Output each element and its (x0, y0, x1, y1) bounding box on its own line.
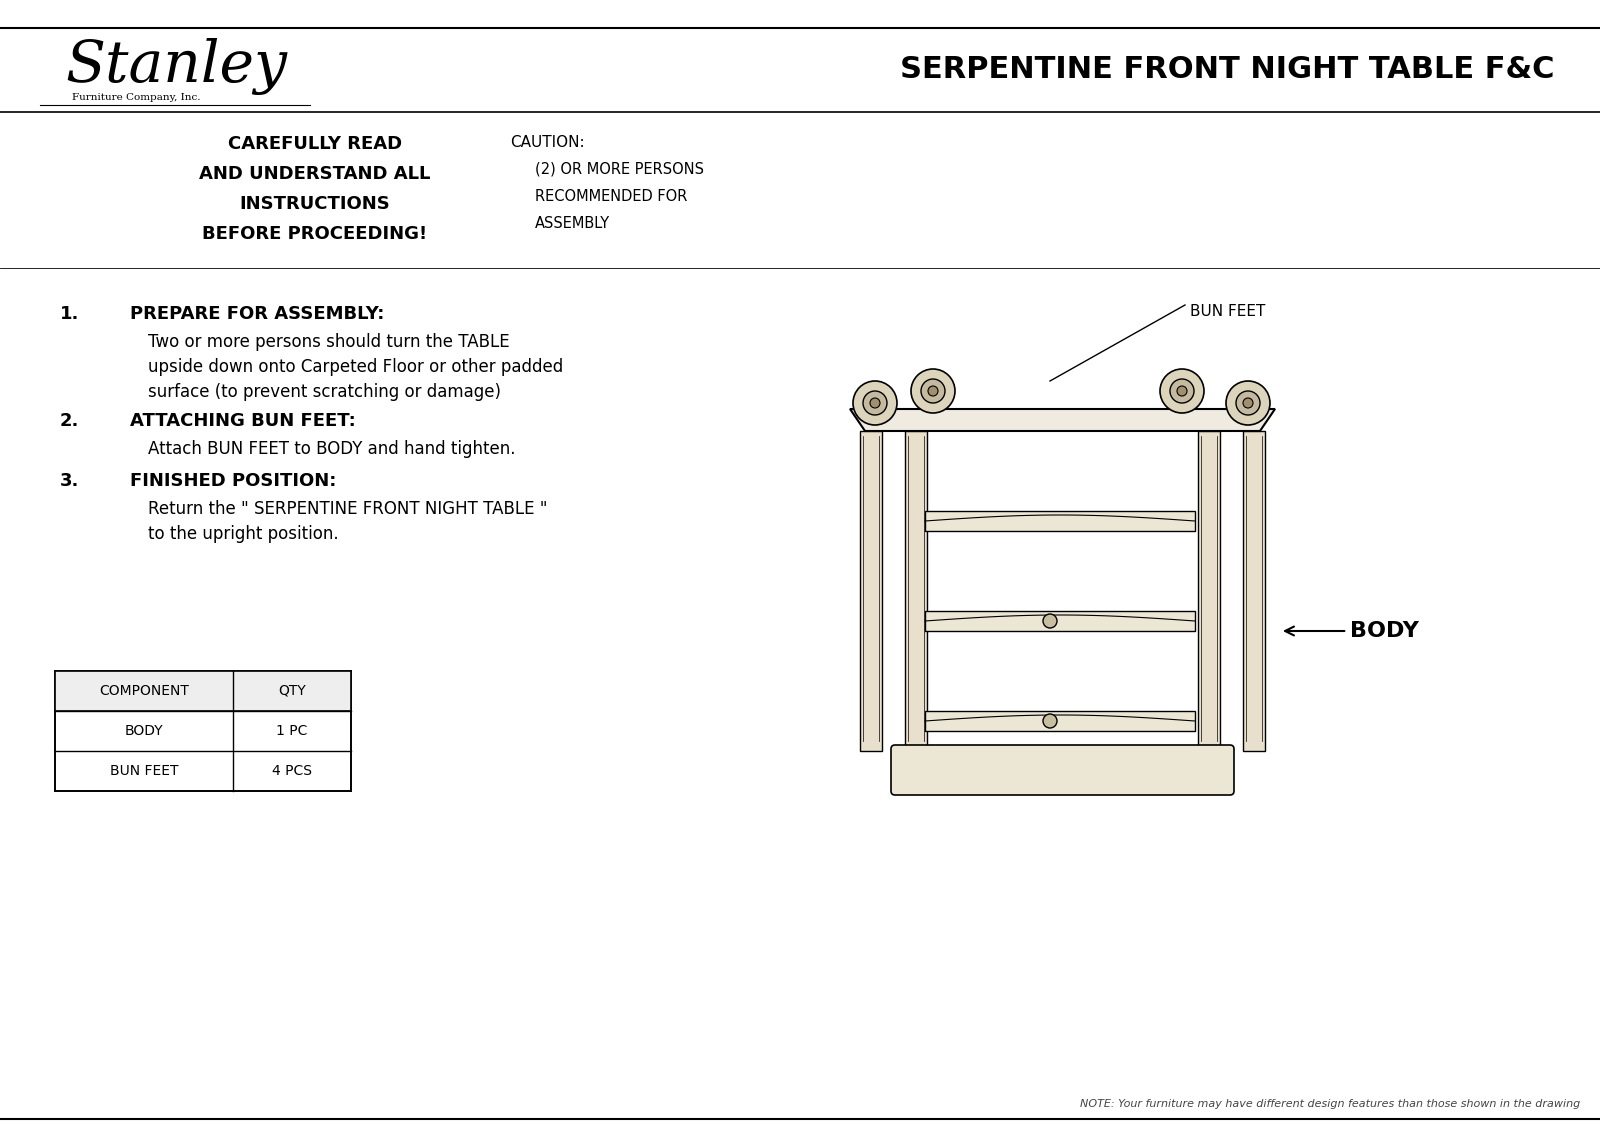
Text: upside down onto Carpeted Floor or other padded: upside down onto Carpeted Floor or other… (147, 359, 563, 375)
Circle shape (1243, 398, 1253, 408)
Circle shape (870, 398, 880, 408)
Circle shape (1170, 379, 1194, 403)
Bar (925, 611, 1195, 631)
Text: ATTACHING BUN FEET:: ATTACHING BUN FEET: (130, 412, 355, 430)
Text: Return the " SERPENTINE FRONT NIGHT TABLE ": Return the " SERPENTINE FRONT NIGHT TABL… (147, 500, 547, 518)
Bar (925, 511, 1195, 530)
Text: FINISHED POSITION:: FINISHED POSITION: (130, 472, 336, 490)
Circle shape (1178, 386, 1187, 396)
Circle shape (853, 381, 898, 425)
Text: INSTRUCTIONS: INSTRUCTIONS (240, 195, 390, 213)
Circle shape (862, 391, 886, 415)
Text: BODY: BODY (125, 724, 163, 739)
Text: RECOMMENDED FOR: RECOMMENDED FOR (534, 189, 688, 204)
Circle shape (1043, 614, 1058, 628)
Text: ASSEMBLY: ASSEMBLY (534, 216, 610, 231)
Text: 1.: 1. (61, 305, 80, 323)
Text: Stanley: Stanley (66, 38, 286, 95)
Text: (2) OR MORE PERSONS: (2) OR MORE PERSONS (534, 162, 704, 176)
Text: NOTE: Your furniture may have different design features than those shown in the : NOTE: Your furniture may have different … (1080, 1099, 1581, 1110)
Text: BUN FEET: BUN FEET (110, 765, 178, 778)
Text: Two or more persons should turn the TABLE: Two or more persons should turn the TABL… (147, 333, 510, 351)
Text: PREPARE FOR ASSEMBLY:: PREPARE FOR ASSEMBLY: (130, 305, 384, 323)
Bar (1243, 431, 1266, 751)
Text: 4 PCS: 4 PCS (272, 765, 312, 778)
Circle shape (922, 379, 946, 403)
Circle shape (1043, 714, 1058, 728)
Text: surface (to prevent scratching or damage): surface (to prevent scratching or damage… (147, 383, 501, 402)
Text: SERPENTINE FRONT NIGHT TABLE F&C: SERPENTINE FRONT NIGHT TABLE F&C (901, 55, 1555, 84)
Text: CAUTION:: CAUTION: (510, 135, 584, 150)
Bar (861, 431, 882, 751)
Text: Attach BUN FEET to BODY and hand tighten.: Attach BUN FEET to BODY and hand tighten… (147, 440, 515, 458)
Circle shape (1226, 381, 1270, 425)
Bar (54, 671, 350, 711)
Text: 1 PC: 1 PC (277, 724, 307, 739)
Circle shape (928, 386, 938, 396)
Text: 3.: 3. (61, 472, 80, 490)
Circle shape (1160, 369, 1205, 413)
Text: BODY: BODY (1285, 621, 1419, 641)
Text: BUN FEET: BUN FEET (1190, 303, 1266, 319)
Text: QTY: QTY (278, 684, 306, 698)
Text: CAREFULLY READ: CAREFULLY READ (227, 135, 402, 153)
Polygon shape (850, 409, 1275, 431)
Text: COMPONENT: COMPONENT (99, 684, 189, 698)
Bar (925, 711, 1195, 731)
Bar (54, 671, 350, 791)
Text: BEFORE PROCEEDING!: BEFORE PROCEEDING! (203, 225, 427, 243)
Bar (906, 431, 926, 751)
Bar (1198, 431, 1221, 751)
Circle shape (910, 369, 955, 413)
Text: Furniture Company, Inc.: Furniture Company, Inc. (72, 93, 200, 102)
Text: AND UNDERSTAND ALL: AND UNDERSTAND ALL (200, 165, 430, 183)
Text: to the upright position.: to the upright position. (147, 525, 339, 543)
Text: 2.: 2. (61, 412, 80, 430)
FancyBboxPatch shape (891, 745, 1234, 795)
Circle shape (1235, 391, 1261, 415)
